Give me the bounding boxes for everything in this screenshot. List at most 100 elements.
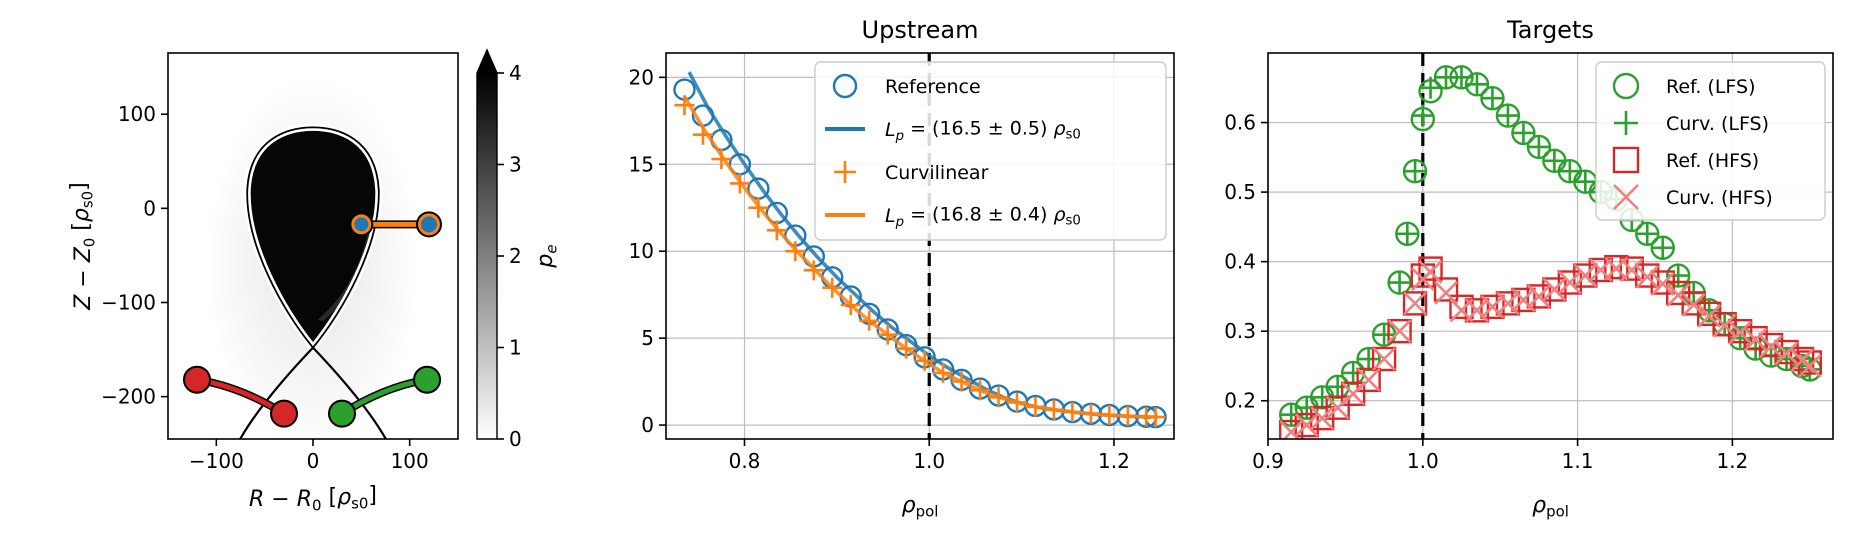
- legend-marker-swatch: [832, 73, 858, 99]
- legend-marker-swatch: [1612, 146, 1640, 174]
- data-point: [1651, 236, 1674, 259]
- y-tick-label: 0.3: [1224, 319, 1256, 343]
- separatrix: [246, 126, 380, 350]
- colorbar: [477, 73, 497, 439]
- data-point: [1325, 395, 1350, 420]
- data-point: [1387, 318, 1412, 344]
- data-point: [1465, 73, 1488, 96]
- data-point: [1373, 323, 1396, 346]
- data-point: [1774, 341, 1799, 366]
- legend-label: Lp = (16.8 ± 0.4) ρs0: [885, 203, 1081, 230]
- data-point: [1496, 104, 1519, 127]
- data-point: [1697, 303, 1722, 328]
- y-tick-label: 0: [143, 196, 156, 220]
- data-point: [1419, 76, 1442, 99]
- separatrix-leg-lfs: [312, 346, 388, 439]
- data-point: [1511, 287, 1536, 312]
- y-tick-label: 15: [629, 152, 654, 176]
- x-tick-label: 1.2: [1098, 449, 1130, 473]
- y-tick-label: −100: [101, 290, 156, 314]
- legend-marker-swatch: [1612, 72, 1640, 100]
- data-point: [1526, 284, 1551, 309]
- colorbar-tick-label: 4: [509, 61, 522, 85]
- data-point: [1743, 327, 1768, 352]
- x-tick-label: 1.0: [1407, 449, 1439, 473]
- data-point: [1574, 170, 1597, 193]
- data-point: [1542, 277, 1567, 302]
- data-point: [1340, 381, 1366, 406]
- data-point: [1650, 271, 1675, 296]
- legend-marker-swatch: [834, 161, 856, 183]
- data-point: [1371, 346, 1397, 372]
- data-point: [1619, 256, 1644, 281]
- x-tick-label: 1.1: [1562, 449, 1594, 473]
- y-tick-label: 0.6: [1224, 111, 1256, 135]
- series-2: [1279, 255, 1822, 439]
- probe-start-marker: [183, 365, 211, 394]
- legend-box: [814, 61, 1167, 241]
- data-point: [1388, 271, 1411, 294]
- axes-frame: [1267, 52, 1834, 440]
- x-tick-label: −100: [189, 449, 244, 473]
- x-tick-label: 0.9: [1252, 449, 1284, 473]
- data-point: [1712, 312, 1737, 337]
- data-point: [1557, 270, 1582, 295]
- y-tick-label: 10: [629, 239, 654, 263]
- data-point: [1356, 367, 1381, 392]
- data-point: [1433, 277, 1459, 302]
- data-point: [1543, 149, 1566, 172]
- colorbar-tick-label: 1: [509, 336, 522, 360]
- data-point: [1558, 160, 1581, 183]
- data-point: [1294, 412, 1319, 438]
- data-point: [1404, 160, 1427, 183]
- colorbar-tick-label: 2: [509, 244, 522, 268]
- probe-start-marker: [354, 217, 369, 232]
- legend-marker-swatch: [1613, 184, 1639, 210]
- y-axis-label: Z − Z0 [ρs0]: [67, 182, 99, 311]
- data-point: [1496, 291, 1520, 316]
- x-tick-label: 0.8: [729, 449, 761, 473]
- data-point: [1542, 277, 1567, 302]
- data-point: [1480, 294, 1505, 319]
- colorbar-tick-label: 3: [509, 153, 522, 177]
- upstream-panel: 0.8 1.0 1.2 0 5 10 15 20 Upstream ρpol Reference Lp…: [629, 16, 1175, 520]
- y-tick-label: 0.2: [1224, 389, 1256, 413]
- legend-marker-swatch: [1614, 111, 1638, 135]
- data-point: [1403, 291, 1427, 316]
- data-point: [1356, 367, 1381, 393]
- data-point: [1681, 292, 1706, 317]
- probe-start-marker: [328, 399, 356, 428]
- y-tick-label: 0.5: [1224, 180, 1256, 204]
- data-point: [1759, 334, 1783, 359]
- density-map-panel: −100 0 100 −200 −100 0 100 R − R0 [ρs0] Z − Z0 […: [67, 48, 560, 515]
- probe-end-marker: [413, 365, 442, 394]
- data-point: [1712, 313, 1737, 338]
- y-tick-label: 0: [641, 413, 654, 437]
- plot-area: [1279, 53, 1822, 439]
- y-tick-label: 5: [641, 326, 654, 350]
- data-point: [1434, 281, 1458, 305]
- x-axis-label: ρpol: [902, 493, 939, 520]
- probe-end-marker: [421, 216, 437, 233]
- data-point: [1418, 260, 1443, 285]
- plot-area: [673, 53, 1167, 439]
- x-tick-label: 100: [391, 449, 429, 473]
- data-point: [1512, 121, 1535, 144]
- x-axis-label: R − R0 [ρs0]: [249, 483, 377, 515]
- x-tick-label: 1.0: [913, 449, 945, 473]
- y-tick-label: 20: [629, 65, 654, 89]
- panel-title: Targets: [1506, 16, 1594, 44]
- data-point: [1357, 348, 1380, 371]
- x-tick-label: 1.2: [1716, 449, 1748, 473]
- y-tick-label: 100: [118, 102, 156, 126]
- legend-label: Curv. (LFS): [1666, 113, 1769, 135]
- legend-box: [1595, 61, 1826, 221]
- colorbar-extend-max: [477, 50, 497, 73]
- data-point: [1310, 406, 1335, 431]
- y-tick-label: −200: [101, 385, 156, 409]
- legend-label: Ref. (HFS): [1666, 150, 1759, 172]
- separatrix-leg-hfs: [238, 346, 314, 439]
- data-point: [1636, 222, 1659, 245]
- data-point: [1465, 298, 1489, 323]
